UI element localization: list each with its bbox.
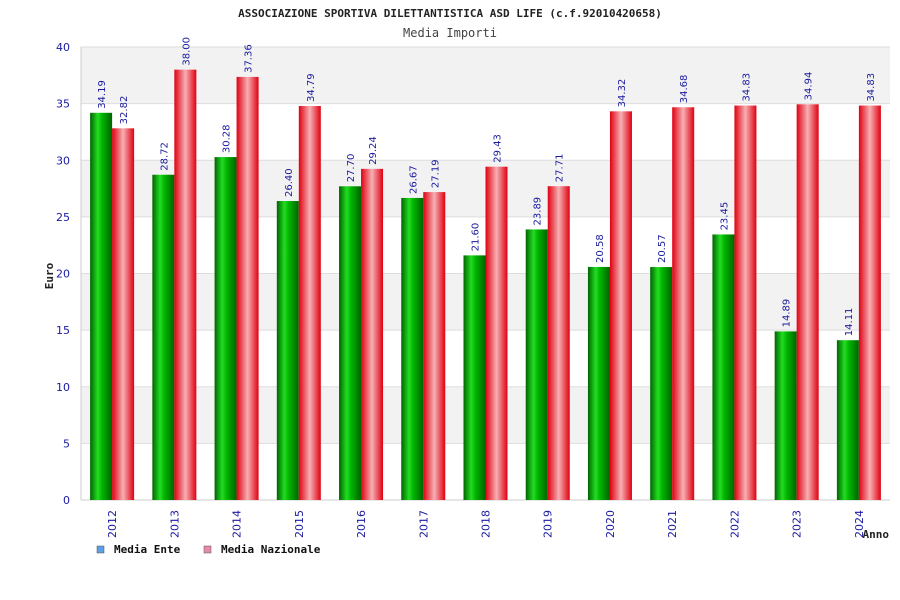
value-label: 20.57 bbox=[657, 234, 668, 263]
value-label: 26.67 bbox=[408, 165, 419, 194]
y-axis-ticks: 0 5 10 15 20 25 30 35 40 bbox=[56, 41, 70, 507]
bars bbox=[90, 69, 881, 501]
value-label: 37.36 bbox=[244, 44, 255, 73]
value-label: 14.11 bbox=[844, 308, 855, 337]
y-tick-label: 35 bbox=[56, 98, 70, 111]
value-label: 38.00 bbox=[181, 37, 192, 66]
bar-media-ente-2019 bbox=[525, 229, 548, 501]
x-tick-label: 2019 bbox=[542, 510, 555, 538]
bar-media-nazionale-2017 bbox=[423, 192, 446, 501]
value-label: 34.83 bbox=[741, 73, 752, 102]
bar-media-nazionale-2016 bbox=[361, 168, 384, 500]
value-label: 29.43 bbox=[493, 134, 504, 163]
bar-media-ente-2016 bbox=[339, 186, 362, 501]
bar-media-ente-2013 bbox=[152, 174, 175, 500]
y-tick-label: 0 bbox=[63, 494, 70, 507]
chart-subtitle: Media Importi bbox=[403, 26, 497, 40]
y-tick-label: 40 bbox=[56, 41, 70, 54]
bar-media-nazionale-2012 bbox=[112, 128, 135, 500]
x-tick-label: 2023 bbox=[791, 510, 804, 538]
bar-media-nazionale-2023 bbox=[796, 104, 819, 500]
x-axis-label: Anno bbox=[863, 528, 890, 541]
x-tick-label: 2013 bbox=[168, 510, 181, 538]
bar-media-ente-2020 bbox=[587, 266, 610, 500]
value-label: 34.68 bbox=[679, 75, 690, 104]
y-tick-label: 30 bbox=[56, 154, 70, 167]
bar-media-ente-2018 bbox=[463, 255, 486, 500]
bar-media-nazionale-2014 bbox=[236, 76, 259, 500]
value-label: 27.70 bbox=[346, 154, 357, 183]
value-label: 30.28 bbox=[222, 124, 233, 153]
y-axis-label: Euro bbox=[43, 262, 56, 289]
value-label: 27.71 bbox=[555, 154, 566, 183]
legend-label-media-ente: Media Ente bbox=[114, 543, 181, 556]
bar-media-ente-2023 bbox=[774, 331, 797, 500]
value-label: 27.19 bbox=[430, 159, 441, 188]
x-tick-label: 2020 bbox=[604, 510, 617, 538]
bar-media-nazionale-2018 bbox=[485, 166, 508, 500]
bar-media-ente-2022 bbox=[712, 234, 735, 500]
legend-swatch-media-nazionale bbox=[203, 545, 212, 554]
value-label: 34.19 bbox=[97, 80, 108, 109]
bar-media-nazionale-2020 bbox=[609, 111, 632, 501]
x-tick-label: 2016 bbox=[355, 510, 368, 538]
bar-media-ente-2021 bbox=[650, 267, 673, 500]
y-tick-label: 20 bbox=[56, 268, 70, 281]
value-label: 28.72 bbox=[159, 142, 170, 171]
x-tick-label: 2017 bbox=[417, 510, 430, 538]
bar-media-nazionale-2022 bbox=[734, 105, 757, 501]
y-tick-label: 10 bbox=[56, 381, 70, 394]
value-label: 32.82 bbox=[119, 96, 130, 125]
bar-media-ente-2024 bbox=[836, 340, 859, 500]
bar-media-ente-2014 bbox=[214, 157, 237, 501]
x-tick-label: 2024 bbox=[853, 510, 866, 538]
y-tick-label: 5 bbox=[63, 437, 70, 450]
bar-media-ente-2015 bbox=[276, 201, 299, 500]
x-tick-label: 2012 bbox=[106, 510, 119, 538]
value-label: 21.60 bbox=[471, 223, 482, 252]
value-label: 14.89 bbox=[782, 299, 793, 328]
x-axis-ticks: 2012 2013 2014 2015 2016 2017 2018 2019 2020 2021… bbox=[106, 510, 866, 538]
x-tick-label: 2021 bbox=[666, 510, 679, 538]
legend: Media Ente Media Nazionale bbox=[96, 543, 321, 556]
value-label: 29.24 bbox=[368, 136, 379, 165]
bar-media-ente-2012 bbox=[90, 112, 113, 500]
value-label: 34.83 bbox=[866, 73, 877, 102]
chart-title: ASSOCIAZIONE SPORTIVA DILETTANTISTICA AS… bbox=[238, 7, 662, 20]
bar-media-nazionale-2015 bbox=[298, 106, 321, 501]
value-label: 34.94 bbox=[804, 72, 815, 101]
bar-media-nazionale-2019 bbox=[547, 186, 570, 500]
y-tick-label: 25 bbox=[56, 211, 70, 224]
bar-media-nazionale-2024 bbox=[858, 105, 881, 501]
value-labels: 34.19 32.82 28.72 38.00 30.28 37.36 26.40 34.79… bbox=[97, 37, 877, 336]
x-tick-label: 2018 bbox=[480, 510, 493, 538]
legend-swatch-media-ente bbox=[96, 545, 105, 554]
x-tick-label: 2022 bbox=[728, 510, 741, 538]
legend-label-media-nazionale: Media Nazionale bbox=[221, 543, 321, 556]
value-label: 23.89 bbox=[533, 197, 544, 226]
value-label: 26.40 bbox=[284, 168, 295, 197]
value-label: 34.32 bbox=[617, 79, 628, 108]
value-label: 34.79 bbox=[306, 73, 317, 102]
x-tick-label: 2015 bbox=[293, 510, 306, 538]
y-tick-label: 15 bbox=[56, 324, 70, 337]
grid-band bbox=[81, 47, 890, 104]
value-label: 23.45 bbox=[719, 202, 730, 231]
bar-media-ente-2017 bbox=[401, 197, 424, 500]
bar-media-nazionale-2021 bbox=[672, 107, 695, 501]
value-label: 20.58 bbox=[595, 234, 606, 263]
x-tick-label: 2014 bbox=[231, 510, 244, 538]
bar-media-nazionale-2013 bbox=[174, 69, 197, 501]
